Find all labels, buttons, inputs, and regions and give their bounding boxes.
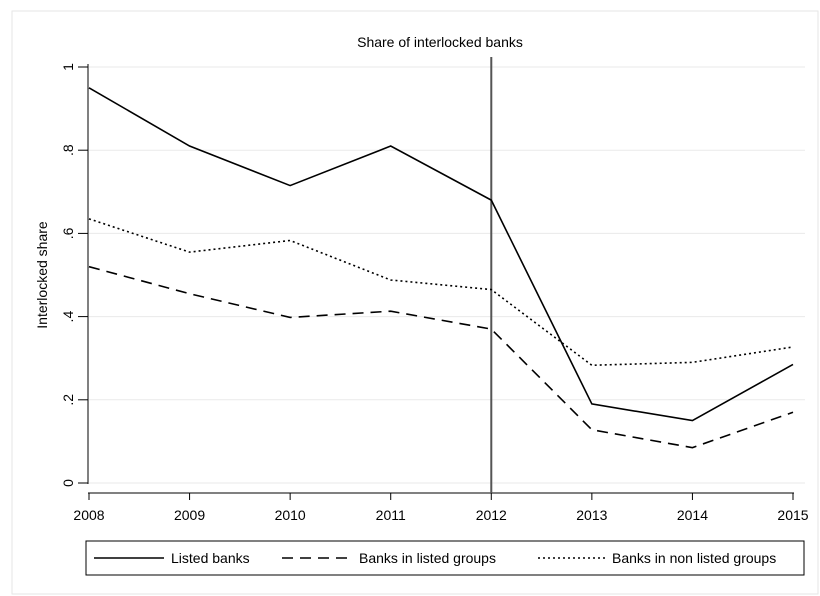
y-tick-label: .2 — [60, 394, 76, 406]
x-tick-label: 2015 — [777, 507, 808, 523]
x-tick-label: 2014 — [677, 507, 708, 523]
y-tick-label: .8 — [60, 144, 76, 156]
legend-label-listed-banks: Listed banks — [171, 550, 250, 566]
x-tick-label: 2009 — [174, 507, 205, 523]
x-tick-label: 2008 — [73, 507, 104, 523]
y-tick-label: 1 — [60, 63, 76, 71]
series-line-banks-in-non-listed-groups — [88, 218, 794, 367]
y-tick-label: .6 — [60, 227, 76, 239]
y-tick-label: .4 — [60, 311, 76, 323]
grid-lines — [89, 66, 805, 484]
chart-title: Share of interlocked banks — [357, 34, 523, 50]
outer-frame — [11, 10, 819, 595]
y-axis-title: Interlocked share — [34, 221, 50, 329]
legend-box — [85, 540, 805, 576]
y-tick-label: 0 — [60, 479, 76, 487]
series-line-listed-banks — [88, 87, 794, 422]
legend: Listed banks Banks in listed groups Bank… — [85, 540, 805, 576]
legend-label-banks-in-listed-groups: Banks in listed groups — [359, 550, 496, 566]
x-tick-label: 2011 — [376, 507, 406, 523]
x-tick-label: 2013 — [576, 507, 607, 523]
x-tick-label: 2012 — [476, 507, 507, 523]
legend-label-banks-in-non-listed-groups: Banks in non listed groups — [612, 550, 776, 566]
series-line-banks-in-listed-groups — [88, 265, 794, 449]
series-lines — [88, 87, 794, 449]
x-tick-label: 2010 — [275, 507, 306, 523]
axes: 0 .2 .4 .6 .8 1 2008 2009 2010 2011 2012 2013 2014 20… — [60, 63, 809, 523]
